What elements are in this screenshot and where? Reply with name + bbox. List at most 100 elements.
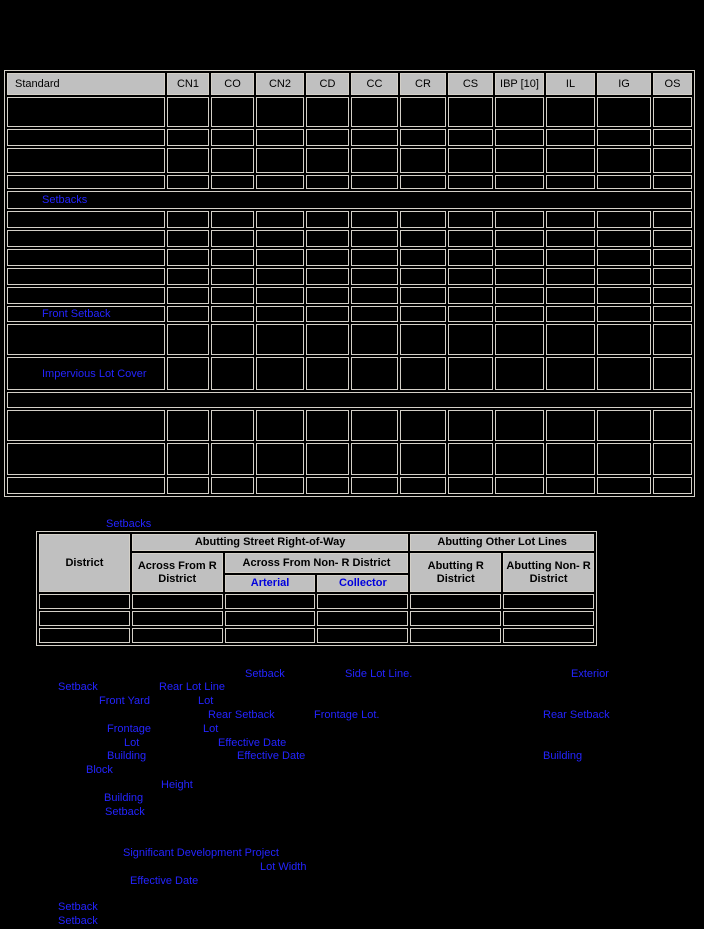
header-district: District [39,534,130,592]
setback-link-3[interactable]: Setback [105,806,145,818]
lot-link-2[interactable]: Lot [203,723,219,735]
rear-setback-link-2[interactable]: Rear Setback [543,709,610,721]
empty-cell [448,148,493,173]
building-link-1[interactable]: Building [107,750,147,762]
impervious-lot-cover-link[interactable]: Impervious Lot Cover [42,367,147,380]
header-across-from-non-r-district: Across From Non- R District [224,553,409,573]
empty-cell [400,249,446,266]
setback-link-4[interactable]: Setback [58,901,98,913]
empty-cell [306,287,349,304]
empty-cell [653,97,692,127]
setbacks-link[interactable]: Setbacks [42,194,88,206]
setbacks-header-row-1: District Abutting Street Right-of-Way Ab… [39,534,594,592]
lot-width-link[interactable]: Lot Width [260,861,307,873]
front-yard-link[interactable]: Front Yard [99,695,150,707]
table-row [7,97,692,127]
empty-cell [495,357,544,390]
empty-cell [211,477,254,494]
empty-cell [597,249,651,266]
empty-cell [400,443,446,475]
empty-cell [39,628,130,643]
rear-setback-link-1[interactable]: Rear Setback [208,709,275,721]
empty-cell [351,477,398,494]
table-row [7,249,692,266]
exterior-link[interactable]: Exterior [571,668,609,680]
empty-cell [167,443,209,475]
effective-date-link-1[interactable]: Effective Date [218,737,287,749]
empty-cell [167,211,209,228]
lot-link-1[interactable]: Lot [198,695,214,707]
height-link[interactable]: Height [161,779,193,791]
empty-cell [400,268,446,285]
empty-cell [503,628,594,643]
empty-cell [167,148,209,173]
empty-cell [306,148,349,173]
table-row [39,594,594,609]
empty-cell [448,129,493,146]
empty-cell [351,443,398,475]
effective-date-link-2[interactable]: Effective Date [237,750,306,762]
empty-cell [448,268,493,285]
empty-cell [546,175,595,189]
impervious-lot-cover-cell: Impervious Lot Cover [7,357,165,390]
empty-cell [597,268,651,285]
rear-lot-line-link[interactable]: Rear Lot Line [159,681,226,693]
empty-cell [546,410,595,441]
empty-cell [306,357,349,390]
empty-cell [653,443,692,475]
empty-cell [7,287,165,304]
empty-cell [211,211,254,228]
empty-cell [256,357,304,390]
empty-cell [351,129,398,146]
empty-cell [351,357,398,390]
column-header-ibp: IBP [10] [495,73,544,95]
empty-cell [653,249,692,266]
empty-cell [317,594,409,609]
empty-cell [306,410,349,441]
side-lot-line-link[interactable]: Side Lot Line. [345,668,413,680]
empty-cell [448,477,493,494]
building-link-2[interactable]: Building [543,750,583,762]
empty-cell [7,268,165,285]
empty-cell [597,357,651,390]
empty-cell [400,477,446,494]
frontage-link[interactable]: Frontage [107,723,152,735]
table-row [39,628,594,643]
empty-cell [448,324,493,355]
empty-cell [597,443,651,475]
setbacks-caption-link[interactable]: Setbacks [106,518,152,530]
column-header-co: CO [211,73,254,95]
empty-cell [211,249,254,266]
effective-date-link-3[interactable]: Effective Date [130,875,199,887]
table-row [39,611,594,626]
collector-link[interactable]: Collector [339,577,387,589]
empty-cell [546,324,595,355]
arterial-link[interactable]: Arterial [250,577,290,589]
setback-link-2[interactable]: Setback [58,681,98,693]
front-setback-link[interactable]: Front Setback [42,308,111,320]
block-link[interactable]: Block [86,764,113,776]
empty-cell [211,97,254,127]
empty-cell [7,324,165,355]
significant-development-project-link[interactable]: Significant Development Project [123,847,279,859]
empty-cell [546,268,595,285]
empty-cell [167,268,209,285]
lot-link-3[interactable]: Lot [124,737,140,749]
building-link-3[interactable]: Building [104,792,144,804]
empty-cell [495,477,544,494]
empty-cell [546,477,595,494]
empty-cell [400,97,446,127]
frontage-lot-link[interactable]: Frontage Lot. [314,709,380,721]
empty-cell [653,287,692,304]
empty-cell [7,410,165,441]
empty-cell [7,230,165,247]
empty-cell [306,268,349,285]
empty-cell [351,97,398,127]
setback-link-5[interactable]: Setback [58,915,98,927]
empty-cell [224,628,316,643]
front-setback-cell: Front Setback [7,306,165,322]
setback-link-1[interactable]: Setback [245,668,285,680]
column-header-cd: CD [306,73,349,95]
empty-cell [351,211,398,228]
impervious-lot-cover-row: Impervious Lot Cover [7,357,692,390]
